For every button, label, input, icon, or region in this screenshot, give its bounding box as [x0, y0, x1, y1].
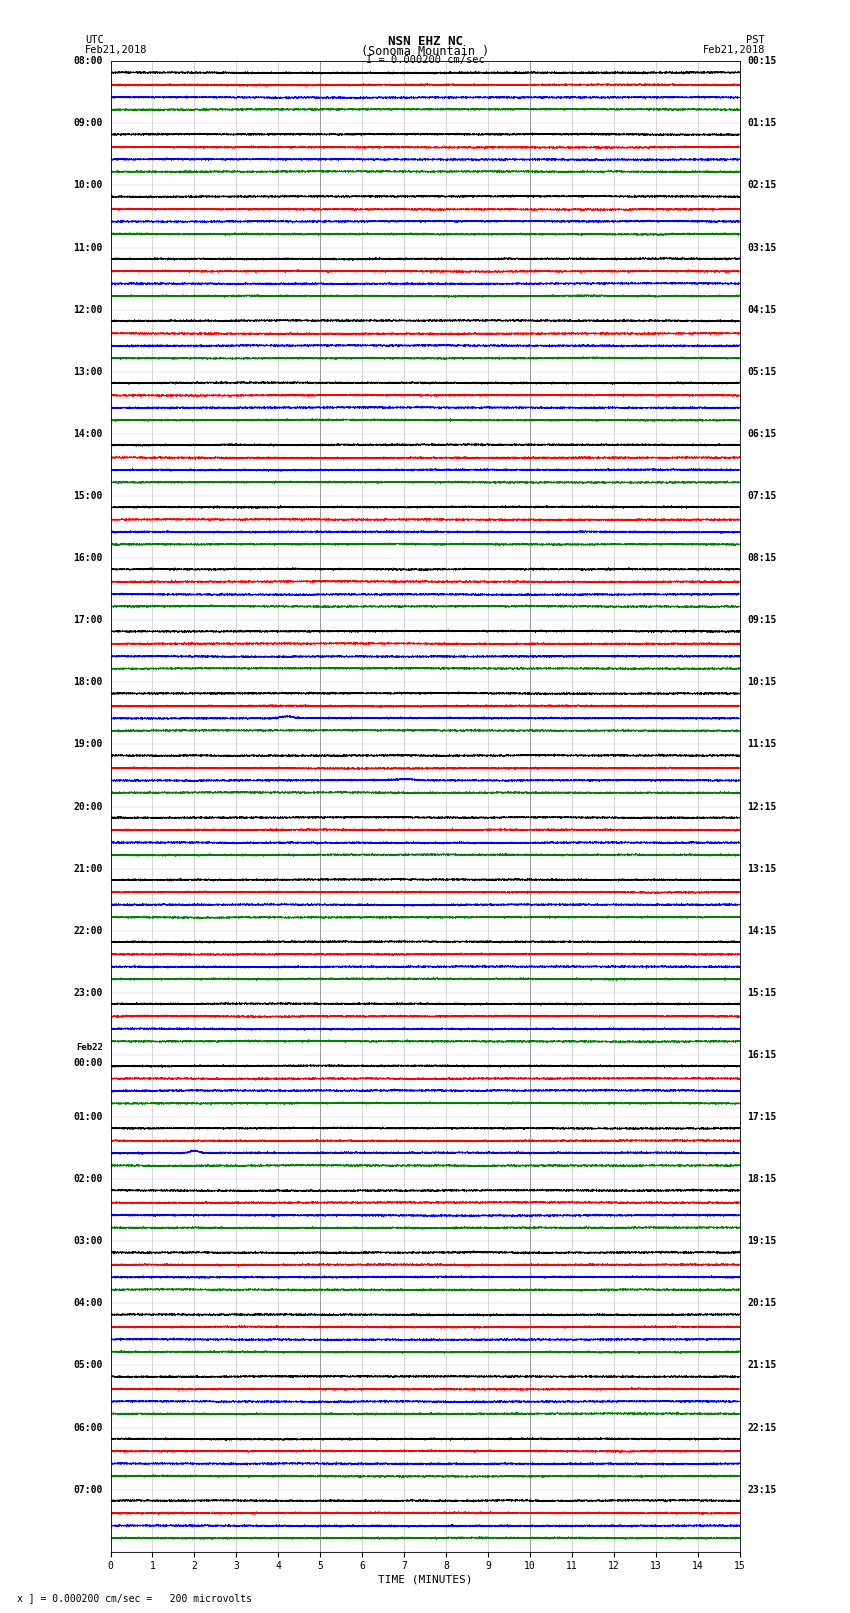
Text: 00:00: 00:00 — [74, 1058, 103, 1068]
Text: 07:00: 07:00 — [74, 1484, 103, 1495]
Text: 12:15: 12:15 — [747, 802, 776, 811]
Text: 00:15: 00:15 — [747, 56, 776, 66]
Text: 04:00: 04:00 — [74, 1298, 103, 1308]
Text: PST: PST — [746, 35, 765, 45]
Text: NSN EHZ NC: NSN EHZ NC — [388, 35, 462, 48]
Text: 15:00: 15:00 — [74, 490, 103, 502]
Text: 08:15: 08:15 — [747, 553, 776, 563]
Text: 14:00: 14:00 — [74, 429, 103, 439]
Text: 13:00: 13:00 — [74, 366, 103, 377]
Text: (Sonoma Mountain ): (Sonoma Mountain ) — [361, 45, 489, 58]
Text: 14:15: 14:15 — [747, 926, 776, 936]
Text: 09:00: 09:00 — [74, 118, 103, 129]
Text: I = 0.000200 cm/sec: I = 0.000200 cm/sec — [366, 55, 484, 65]
Text: 06:15: 06:15 — [747, 429, 776, 439]
Text: Feb21,2018: Feb21,2018 — [85, 45, 148, 55]
Text: 11:15: 11:15 — [747, 739, 776, 750]
Text: 04:15: 04:15 — [747, 305, 776, 315]
Text: 01:15: 01:15 — [747, 118, 776, 129]
Text: 18:00: 18:00 — [74, 677, 103, 687]
Text: 21:15: 21:15 — [747, 1360, 776, 1371]
Text: 10:00: 10:00 — [74, 181, 103, 190]
Text: 23:00: 23:00 — [74, 987, 103, 998]
Text: 16:00: 16:00 — [74, 553, 103, 563]
Text: 02:00: 02:00 — [74, 1174, 103, 1184]
Text: UTC: UTC — [85, 35, 104, 45]
Text: 03:15: 03:15 — [747, 242, 776, 253]
Text: 01:00: 01:00 — [74, 1111, 103, 1123]
X-axis label: TIME (MINUTES): TIME (MINUTES) — [377, 1574, 473, 1584]
Text: 05:00: 05:00 — [74, 1360, 103, 1371]
Text: 20:00: 20:00 — [74, 802, 103, 811]
Text: 07:15: 07:15 — [747, 490, 776, 502]
Text: x ] = 0.000200 cm/sec =   200 microvolts: x ] = 0.000200 cm/sec = 200 microvolts — [17, 1594, 252, 1603]
Text: 09:15: 09:15 — [747, 615, 776, 626]
Text: 16:15: 16:15 — [747, 1050, 776, 1060]
Text: 23:15: 23:15 — [747, 1484, 776, 1495]
Text: 22:00: 22:00 — [74, 926, 103, 936]
Text: 02:15: 02:15 — [747, 181, 776, 190]
Text: Feb22: Feb22 — [76, 1042, 103, 1052]
Text: 08:00: 08:00 — [74, 56, 103, 66]
Text: 03:00: 03:00 — [74, 1236, 103, 1247]
Text: 19:15: 19:15 — [747, 1236, 776, 1247]
Text: 20:15: 20:15 — [747, 1298, 776, 1308]
Text: 17:00: 17:00 — [74, 615, 103, 626]
Text: 05:15: 05:15 — [747, 366, 776, 377]
Text: 22:15: 22:15 — [747, 1423, 776, 1432]
Text: 11:00: 11:00 — [74, 242, 103, 253]
Text: 10:15: 10:15 — [747, 677, 776, 687]
Text: 13:15: 13:15 — [747, 863, 776, 874]
Text: 17:15: 17:15 — [747, 1111, 776, 1123]
Text: Feb21,2018: Feb21,2018 — [702, 45, 765, 55]
Text: 06:00: 06:00 — [74, 1423, 103, 1432]
Text: 12:00: 12:00 — [74, 305, 103, 315]
Text: 21:00: 21:00 — [74, 863, 103, 874]
Text: 15:15: 15:15 — [747, 987, 776, 998]
Text: 18:15: 18:15 — [747, 1174, 776, 1184]
Text: 19:00: 19:00 — [74, 739, 103, 750]
